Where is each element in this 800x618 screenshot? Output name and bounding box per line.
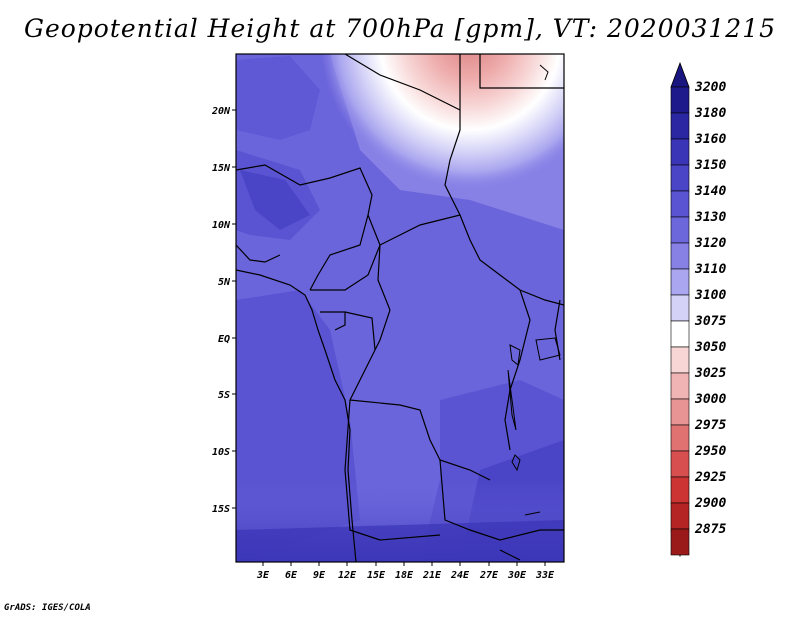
- colorbar-swatch: [670, 268, 690, 296]
- colorbar-level-label: 2900: [694, 496, 726, 511]
- lon-tick-label: 30E: [507, 570, 527, 581]
- grads-credit: GrADS: IGES/COLA: [4, 603, 91, 613]
- lat-tick-label: 20N: [211, 106, 231, 117]
- colorbar-level-label: 3025: [694, 366, 726, 381]
- colorbar-level-label: 3200: [694, 80, 726, 95]
- lakes: [507, 64, 561, 516]
- colorbar-level-label: 2975: [694, 418, 726, 433]
- lat-tick-label: 5N: [218, 277, 231, 288]
- lon-tick-label: 18E: [395, 570, 414, 581]
- colorbar-level-label: 3050: [694, 340, 726, 355]
- colorbar-swatch: [670, 346, 690, 374]
- colorbar-top-triangle: [670, 61, 690, 88]
- colorbar-level-label: 2950: [694, 444, 726, 459]
- lat-tick-label: 15N: [212, 163, 231, 174]
- colorbar-swatch: [670, 216, 690, 244]
- colorbar-level-label: 3160: [694, 132, 726, 147]
- colorbar-swatch: [670, 372, 690, 400]
- lon-tick-label: 24E: [450, 570, 470, 581]
- lat-tick-label: EQ: [218, 334, 230, 345]
- colorbar-level-label: 3000: [694, 392, 726, 407]
- colorbar-swatch: [670, 242, 690, 270]
- colorbar-swatch: [670, 320, 690, 348]
- lon-tick-label: 33E: [535, 570, 555, 581]
- colorbar-swatch: [670, 294, 690, 322]
- colorbar-swatch: [670, 138, 690, 166]
- colorbar: 3200 3180 3160 3150 3140 3130 3120 3110 3100 3075…: [670, 61, 726, 558]
- longitude-axis: 3E 6E 9E 12E 15E 18E 21E 24E 27E 30E 33E: [256, 562, 555, 581]
- colorbar-swatch: [670, 398, 690, 426]
- colorbar-swatch: [670, 86, 690, 114]
- map-frame: [235, 53, 565, 563]
- colorbar-swatch: [670, 112, 690, 140]
- colorbar-level-label: 3075: [694, 314, 726, 329]
- lat-tick-label: 10N: [212, 220, 231, 231]
- colorbar-level-label: 2875: [694, 522, 726, 537]
- colorbar-level-label: 3110: [694, 262, 726, 277]
- colorbar-swatch: [670, 164, 690, 192]
- colorbar-swatch: [670, 528, 690, 556]
- lon-tick-label: 15E: [367, 570, 386, 581]
- lon-tick-label: 3E: [256, 570, 270, 581]
- lon-tick-label: 9E: [313, 570, 326, 581]
- lat-tick-label: 5S: [218, 390, 230, 401]
- lat-tick-label: 15S: [212, 504, 230, 515]
- colorbar-level-label: 3180: [694, 106, 726, 121]
- lat-tick-label: 10S: [212, 447, 230, 458]
- colorbar-level-label: 3130: [694, 210, 726, 225]
- lon-tick-label: 6E: [285, 570, 298, 581]
- colorbar-level-label: 2925: [694, 470, 726, 485]
- colorbar-swatch: [670, 502, 690, 530]
- colorbar-swatch: [670, 476, 690, 504]
- colorbar-level-label: 3100: [694, 288, 726, 303]
- colorbar-swatch: [670, 190, 690, 218]
- map-title: Geopotential Height at 700hPa [gpm], VT:…: [23, 14, 777, 43]
- coastline: [236, 269, 357, 562]
- colorbar-level-label: 3120: [694, 236, 726, 251]
- colorbar-level-label: 3150: [694, 158, 726, 173]
- height-field: [236, 54, 564, 562]
- lon-tick-label: 12E: [338, 570, 357, 581]
- lon-tick-label: 27E: [479, 570, 499, 581]
- colorbar-level-label: 3140: [694, 184, 726, 199]
- colorbar-swatch: [670, 424, 690, 452]
- colorbar-swatch: [670, 450, 690, 478]
- lon-tick-label: 21E: [422, 570, 442, 581]
- latitude-axis: 20N 15N 10N 5N EQ 5S 10S 15S: [211, 106, 236, 515]
